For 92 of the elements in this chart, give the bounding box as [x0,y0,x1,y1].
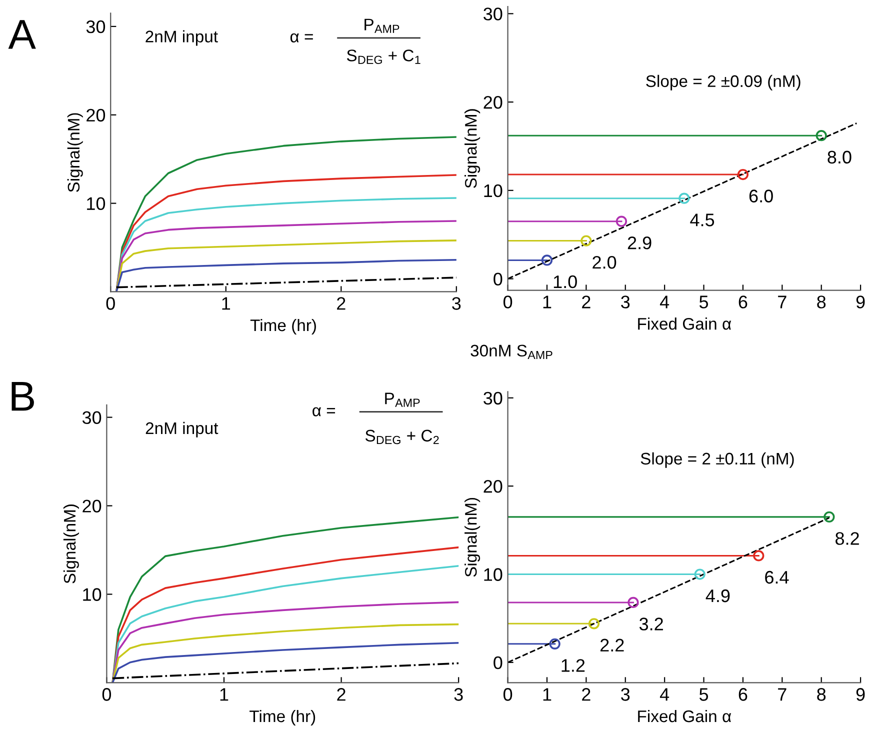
point [549,638,560,650]
point [628,596,639,608]
annotation: 2nM input [146,30,218,46]
y-tick-label: 0 [494,272,502,286]
y-axis-title: Signal(nM) [464,498,480,577]
annotation: Slope = 2 ±0.09 (nM) [646,74,800,90]
x-tick-label: 9 [856,296,865,308]
x-axis-title: Time (hr) [250,318,316,335]
text: A [8,20,36,49]
annotation: 2.2 [600,638,624,652]
point [616,216,628,227]
x-tick-label: 2 [337,297,346,310]
text: 30nM S$_{AMP}$ [470,344,552,360]
x-tick-label: 3 [621,296,630,308]
annotation: 8.2 [836,532,859,545]
annotation: 1.2 [562,659,585,672]
annotation: Slope = 2 ±0.11 (nM) [640,452,794,468]
y-tick-label: 10 [87,197,106,210]
y-tick-label: 20 [86,108,106,122]
line-series [115,136,456,292]
x-tick-label: 6 [738,296,748,308]
x-tick-label: 0 [106,297,115,310]
annotation: 2.0 [592,256,616,269]
annotation: S$_{DEG}$ + C$_{2}$ [365,430,439,444]
point [588,618,600,630]
x-tick-label: 1 [543,296,552,308]
annotation: 4.5 [690,214,714,226]
x-tick-label: 8 [817,296,826,308]
x-tick-label: 6 [738,688,748,701]
y-tick-label: 30 [82,411,102,424]
x-tick-label: 9 [856,688,865,701]
x-tick-label: 7 [778,296,786,308]
y-tick-label: 10 [484,568,502,581]
annotation: 1.0 [554,275,577,288]
annotation: 6.0 [749,190,773,202]
annotation: 2.9 [628,236,652,250]
x-tick-label: 0 [503,688,512,701]
x-axis-title: Fixed Gain α [638,710,732,722]
y-tick-label: 30 [484,392,502,405]
x-tick-label: 3 [621,688,630,701]
y-tick-label: 20 [484,96,502,109]
x-tick-label: 3 [452,297,461,310]
x-tick-label: 1 [543,688,552,701]
x-tick-label: 3 [454,688,463,701]
point [824,511,835,522]
annotation: α = [312,407,336,416]
y-tick-label: 20 [484,480,502,493]
point [580,235,592,246]
x-tick-label: 0 [503,296,512,308]
line-series [115,240,456,292]
x-tick-label: 1 [222,297,230,310]
y-tick-label: 10 [484,184,502,198]
annotation: S$_{DEG}$ + C$_{1}$ [346,50,420,64]
x-axis-title: Time (hr) [250,710,316,726]
annotation: P$_{AMP}$ [385,392,420,407]
y-tick-label: 30 [86,20,106,34]
x-tick-label: 4 [660,296,670,308]
x-tick-label: 1 [220,688,228,701]
annotation: P$_{AMP}$ [364,18,400,33]
annotation: 2nM input [146,422,218,438]
y-tick-label: 10 [83,588,102,601]
y-tick-label: 20 [82,500,102,512]
point [694,568,706,580]
y-axis-title: Signal(nM) [63,504,79,584]
y-axis-title: Signal(nM) [464,109,480,188]
x-tick-label: 5 [699,688,708,701]
point [678,192,690,204]
point [737,168,749,180]
annotation: 8.0 [828,150,852,164]
line-series [112,642,459,683]
x-tick-label: 2 [582,688,590,701]
annotation: α = [290,33,313,42]
annotation: 4.9 [706,589,730,602]
y-tick-label: 0 [494,656,502,670]
annotation: 3.2 [639,618,663,630]
x-tick-label: 4 [660,688,670,701]
x-tick-label: 8 [817,688,826,701]
point [753,550,764,562]
line-series [115,258,456,292]
x-tick-label: 7 [778,688,786,701]
y-tick-label: 30 [484,8,502,20]
line-series [112,601,459,683]
text: B [12,382,34,411]
x-tick-label: 5 [699,296,708,308]
x-axis-title: Fixed Gain α [638,318,732,330]
x-tick-label: 2 [582,296,590,308]
point [541,254,553,266]
point [816,130,827,142]
y-axis-title: Signal(nM) [67,113,83,192]
x-tick-label: 2 [337,688,346,701]
annotation: 6.4 [765,570,789,584]
line-series [112,623,459,683]
